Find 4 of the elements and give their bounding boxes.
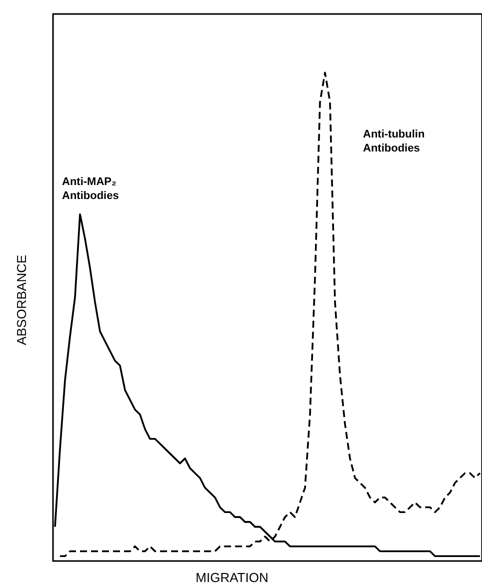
y-axis-title: ABSORBANCE bbox=[14, 254, 29, 346]
annotation: Anti-MAP₂ Antibodies bbox=[62, 176, 119, 202]
x-axis-title: MIGRATION bbox=[196, 570, 268, 585]
annotation: Anti-tubulin Antibodies bbox=[363, 128, 425, 155]
